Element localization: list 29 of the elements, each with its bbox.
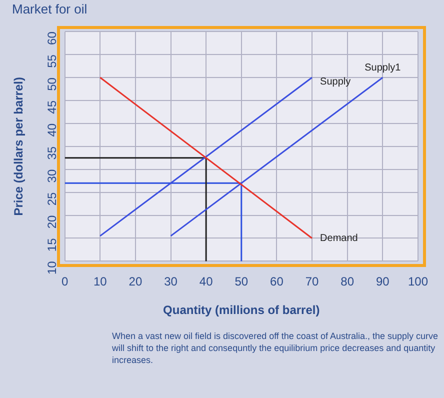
x-tick-label: 80 xyxy=(340,274,354,289)
x-tick-label: 100 xyxy=(408,274,428,289)
x-tick-label: 0 xyxy=(61,274,68,289)
y-tick-label: 15 xyxy=(45,238,60,252)
y-tick-label: 50 xyxy=(45,77,60,91)
series-label: Supply1 xyxy=(364,62,402,74)
series-label: Demand xyxy=(320,232,358,244)
x-tick-label: 90 xyxy=(376,274,390,289)
y-tick-label: 45 xyxy=(45,100,60,114)
x-axis-title: Quantity (millions of barrel) xyxy=(163,303,320,318)
series-label: Supply xyxy=(320,76,351,88)
y-tick-label: 35 xyxy=(45,146,60,160)
x-tick-label: 10 xyxy=(93,274,108,289)
x-tick-label: 70 xyxy=(305,274,320,289)
x-tick-label: 60 xyxy=(270,274,284,289)
text: When a vast new oil field is discovered off the coast of Australia., the supply curve will shift to the right and consequntly the equilibrium price decreases and quantity increases. xyxy=(112,330,438,366)
x-tick-label: 40 xyxy=(199,274,214,289)
y-tick-label: 25 xyxy=(45,192,60,206)
y-tick-label: 55 xyxy=(45,54,60,68)
chart-title: Market for oil xyxy=(12,1,88,16)
x-tick-label: 20 xyxy=(128,274,142,289)
x-tick-label: 50 xyxy=(234,274,248,289)
x-tick-label: 30 xyxy=(164,274,178,289)
y-tick-label: 30 xyxy=(45,169,60,183)
y-axis-title: Price (dollars per barrel) xyxy=(12,77,26,216)
y-tick-label: 20 xyxy=(45,214,60,229)
y-tick-label: 40 xyxy=(45,123,60,137)
y-tick-label: 60 xyxy=(45,31,60,45)
y-tick-label: 10 xyxy=(45,260,60,275)
